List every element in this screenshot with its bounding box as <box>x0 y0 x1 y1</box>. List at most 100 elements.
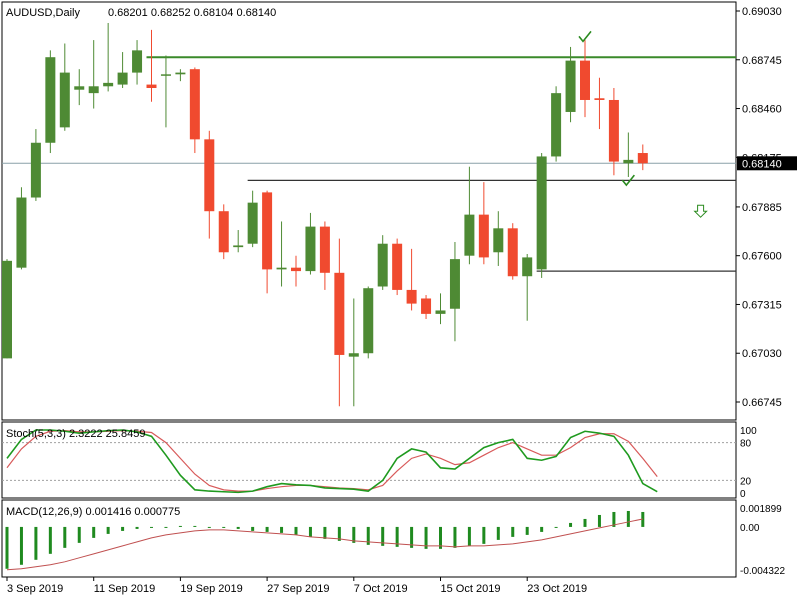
candle[interactable] <box>117 52 128 89</box>
macd-bar <box>496 526 500 540</box>
price-tick-label: 0.67315 <box>742 299 782 311</box>
macd-tick-label: 0.001899 <box>740 504 782 515</box>
candle[interactable] <box>608 88 619 176</box>
macd-bar <box>554 526 558 528</box>
macd-bar <box>207 526 211 528</box>
price-tick-label: 0.66745 <box>742 397 782 409</box>
candle-body <box>30 142 41 198</box>
candle[interactable] <box>146 29 157 102</box>
candle[interactable] <box>435 293 446 325</box>
candle-body <box>637 153 648 164</box>
candle[interactable] <box>189 67 200 154</box>
price-tick-label: 0.68460 <box>742 104 782 116</box>
candle[interactable] <box>464 166 475 265</box>
candle-body <box>117 72 128 85</box>
candle[interactable] <box>160 55 171 128</box>
candle[interactable] <box>319 221 330 290</box>
price-tick-label: 0.67600 <box>742 251 782 263</box>
macd-bar <box>92 526 96 538</box>
candle[interactable] <box>392 238 403 296</box>
candle-body <box>175 72 186 75</box>
candle[interactable] <box>334 238 345 407</box>
candle-body <box>406 289 417 304</box>
candle[interactable] <box>348 298 359 407</box>
candle[interactable] <box>204 130 215 239</box>
macd-tick-label: -0.004322 <box>740 566 785 577</box>
candle[interactable] <box>262 190 273 294</box>
macd-bar <box>439 526 442 549</box>
macd-bar <box>280 526 284 533</box>
candle-body <box>594 98 605 100</box>
candle-body <box>536 156 547 270</box>
candle[interactable] <box>132 40 143 85</box>
candle[interactable] <box>623 132 634 177</box>
candle-body <box>45 57 56 143</box>
candle[interactable] <box>493 211 504 266</box>
candle[interactable] <box>233 230 244 253</box>
candle-body <box>377 243 388 287</box>
candle-body <box>580 60 590 100</box>
stoch-main-line <box>6 429 658 494</box>
macd-label: MACD(12,26,9) 0.001416 0.000775 <box>6 506 180 518</box>
candle[interactable] <box>478 182 489 265</box>
price-tick-label: 0.69030 <box>742 6 782 18</box>
price-tick-label: 0.67030 <box>742 348 782 360</box>
candle-body <box>319 226 330 273</box>
candle[interactable] <box>30 129 41 201</box>
candle[interactable] <box>175 69 186 82</box>
macd-bar <box>121 526 125 531</box>
candle[interactable] <box>363 286 374 359</box>
candle[interactable] <box>247 190 258 248</box>
macd-bar <box>150 526 153 528</box>
candle[interactable] <box>421 295 432 320</box>
candle[interactable] <box>637 144 648 171</box>
candle[interactable] <box>291 255 301 287</box>
macd-bar <box>626 510 630 527</box>
candle-body <box>435 310 446 314</box>
macd-bar <box>193 525 197 527</box>
current-price-label: 0.68140 <box>742 158 782 170</box>
candle[interactable] <box>276 221 287 287</box>
candle[interactable] <box>507 223 518 280</box>
candle-body <box>449 259 460 309</box>
macd-bar <box>222 526 226 528</box>
candle[interactable] <box>2 259 12 359</box>
candle[interactable] <box>305 212 316 275</box>
x-tick-label: 7 Oct 2019 <box>354 583 408 595</box>
ohlc-values: 0.68201 0.68252 0.68104 0.68140 <box>108 7 276 19</box>
candle[interactable] <box>551 86 562 162</box>
candle[interactable] <box>45 50 56 154</box>
candle[interactable] <box>594 77 605 130</box>
check-icon <box>578 30 592 43</box>
macd-bar <box>63 526 67 548</box>
macd-bar <box>5 526 9 569</box>
candle[interactable] <box>406 248 417 311</box>
candle-body <box>608 99 619 162</box>
candle[interactable] <box>536 153 547 278</box>
macd-bar <box>381 526 385 546</box>
stoch-panel <box>1 421 737 499</box>
candle-body <box>247 202 258 244</box>
candle[interactable] <box>377 235 388 290</box>
candle[interactable] <box>59 43 70 131</box>
candle[interactable] <box>103 22 114 92</box>
macd-bar <box>525 526 529 535</box>
candle[interactable] <box>16 187 27 270</box>
candle[interactable] <box>88 40 99 109</box>
candle-body <box>291 267 301 272</box>
x-tick-label: 19 Sep 2019 <box>180 583 242 595</box>
macd-bar <box>453 526 457 548</box>
macd-bar <box>366 526 370 545</box>
candle[interactable] <box>449 242 460 342</box>
candle[interactable] <box>522 253 533 321</box>
candle[interactable] <box>74 69 85 106</box>
x-tick-label: 23 Oct 2019 <box>527 583 587 595</box>
macd-bar <box>424 526 428 549</box>
macd-bar <box>265 526 269 532</box>
candle[interactable] <box>565 46 576 123</box>
candle[interactable] <box>218 204 229 260</box>
candle[interactable] <box>580 40 590 118</box>
macd-bar <box>34 526 38 560</box>
macd-tick-label: 0.00 <box>740 523 760 534</box>
